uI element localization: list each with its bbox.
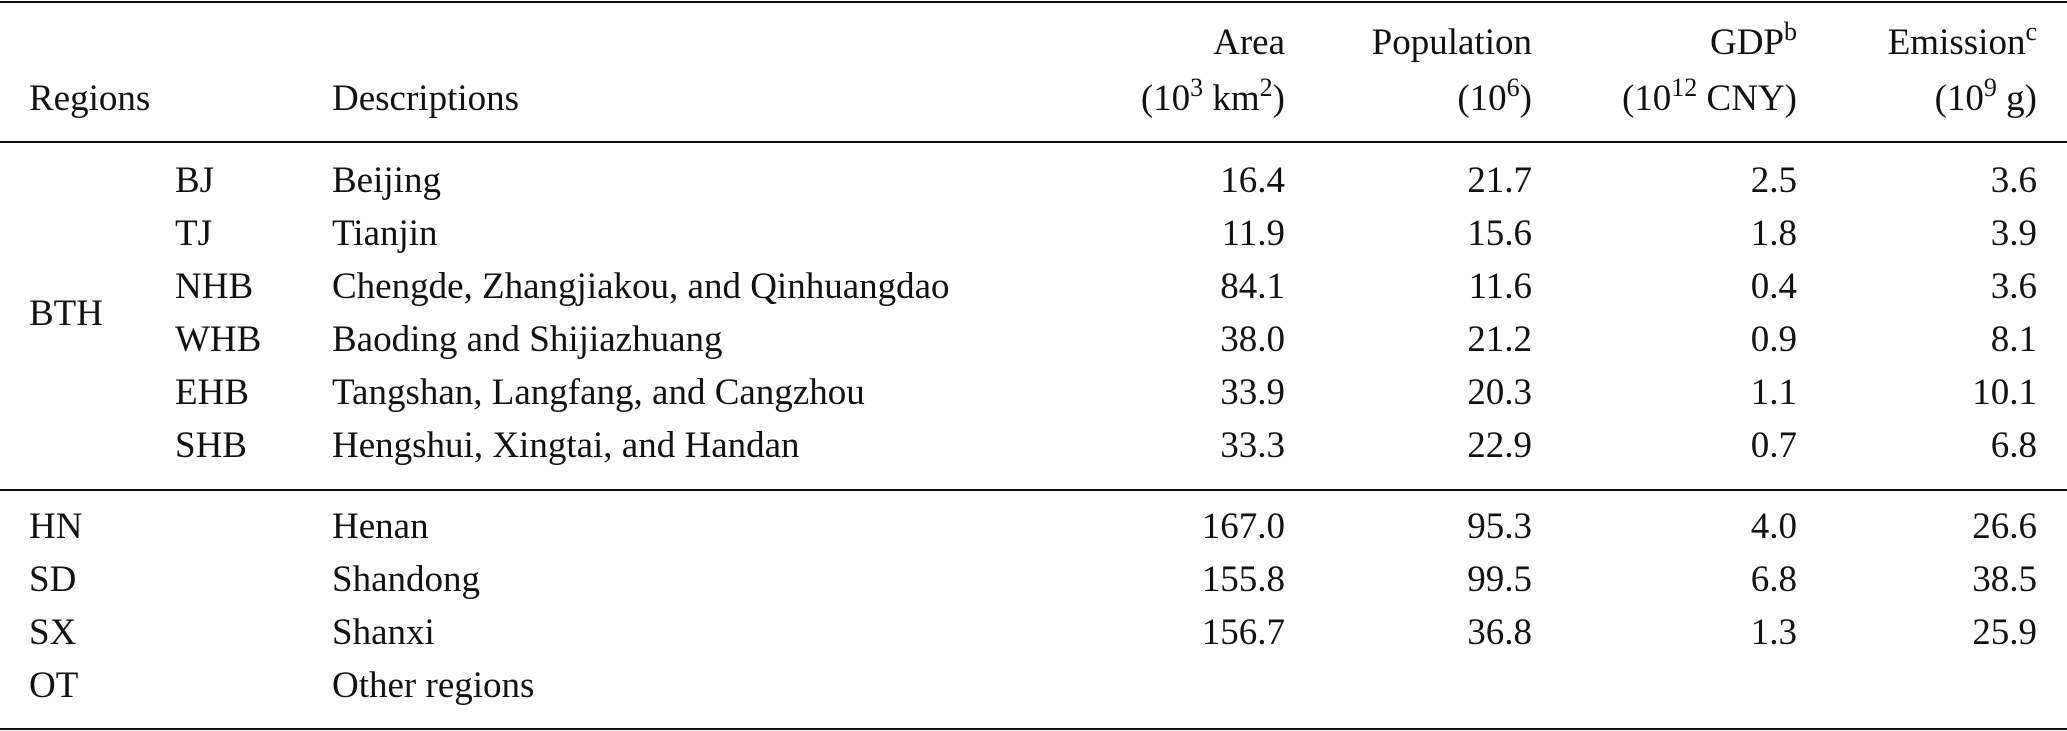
value-cell: 99.5 [1467,559,1532,600]
text-segment: CNY) [1697,78,1797,119]
superscript: b [1784,17,1797,46]
superscript: 12 [1671,73,1698,102]
value-cell: 22.9 [1467,425,1532,466]
superscript: 6 [1506,73,1520,102]
region-code: EHB [175,372,249,413]
value-cell: 20.3 [1467,372,1532,413]
value-cell: 3.6 [1990,266,2037,307]
value-cell: 15.6 [1467,213,1532,254]
value-cell: 21.2 [1467,319,1532,360]
value-cell: 84.1 [1220,266,1285,307]
superscript: 3 [1190,73,1204,102]
value-cell: 1.1 [1750,372,1797,413]
header-name: Emissionc [1887,19,2037,65]
region-code: SHB [175,425,247,466]
text-segment: (10 [1934,78,1984,119]
value-cell: 11.9 [1221,213,1285,254]
region-description: Other regions [332,665,535,706]
text-segment: GDP [1709,22,1784,63]
region-description: Shanxi [332,612,435,653]
value-cell: 95.3 [1467,506,1532,547]
text-segment: ) [1272,78,1285,119]
section-rule [0,489,2067,491]
text-segment: ) [1519,78,1532,119]
value-cell: 4.0 [1750,506,1797,547]
text-segment: (10 [1621,78,1672,119]
region-code: WHB [175,319,262,360]
value-cell: 167.0 [1201,506,1285,547]
region-description: Chengde, Zhangjiakou, and Qinhuangdao [332,266,950,307]
superscript: c [2025,17,2037,46]
value-cell: 2.5 [1750,160,1797,201]
value-cell: 1.3 [1750,612,1797,653]
region-description: Tangshan, Langfang, and Cangzhou [332,372,865,413]
value-cell: 33.9 [1220,372,1285,413]
value-cell: 16.4 [1220,160,1285,201]
superscript: 9 [1983,73,1997,102]
text-segment: g) [1996,78,2037,119]
header-unit: (106) [1457,75,1532,121]
value-cell: 36.8 [1467,612,1532,653]
header-name: Population [1372,21,1532,65]
region-description: Shandong [332,559,480,600]
value-cell: 1.8 [1750,213,1797,254]
value-cell: 6.8 [1750,559,1797,600]
region-description: Henan [332,506,429,547]
header-descriptions: Descriptions [332,78,520,119]
region-code: HN [29,506,83,547]
top-rule [0,1,2067,3]
region-code: OT [29,665,79,706]
header-name: Area [1213,21,1285,65]
region-description: Beijing [332,160,441,201]
region-code: BJ [175,160,215,201]
region-code: SX [29,612,77,653]
superscript: 2 [1259,73,1273,102]
value-cell: 0.9 [1750,319,1797,360]
value-cell: 38.0 [1220,319,1285,360]
value-cell: 0.7 [1750,425,1797,466]
region-description: Tianjin [332,213,438,254]
header-regions: Regions [29,78,151,119]
text-segment: Population [1371,22,1532,63]
text-segment: (10 [1140,78,1191,119]
value-cell: 155.8 [1201,559,1285,600]
region-code: SD [29,559,77,600]
value-cell: 0.4 [1750,266,1797,307]
value-cell: 38.5 [1972,559,2037,600]
region-code: TJ [175,213,212,254]
text-segment: Area [1213,22,1285,63]
value-cell: 26.6 [1972,506,2037,547]
value-cell: 33.3 [1220,425,1285,466]
header-unit: (1012 CNY) [1621,75,1797,121]
text-segment: km [1203,78,1260,119]
header-rule [0,141,2067,143]
value-cell: 3.9 [1990,213,2037,254]
value-cell: 25.9 [1972,612,2037,653]
value-cell: 21.7 [1467,160,1532,201]
header-name: GDPb [1709,19,1797,65]
bottom-rule [0,728,2067,730]
value-cell: 10.1 [1972,372,2037,413]
group-label: BTH [29,292,103,334]
region-code: NHB [175,266,254,307]
text-segment: (10 [1457,78,1507,119]
value-cell: 11.6 [1468,266,1532,307]
region-description: Baoding and Shijiazhuang [332,319,723,360]
value-cell: 6.8 [1990,425,2037,466]
value-cell: 3.6 [1990,160,2037,201]
value-cell: 156.7 [1201,612,1285,653]
header-unit: (109 g) [1934,75,2037,121]
text-segment: Emission [1887,22,2026,63]
value-cell: 8.1 [1990,319,2037,360]
header-unit: (103 km2) [1140,75,1285,121]
region-description: Hengshui, Xingtai, and Handan [332,425,800,466]
